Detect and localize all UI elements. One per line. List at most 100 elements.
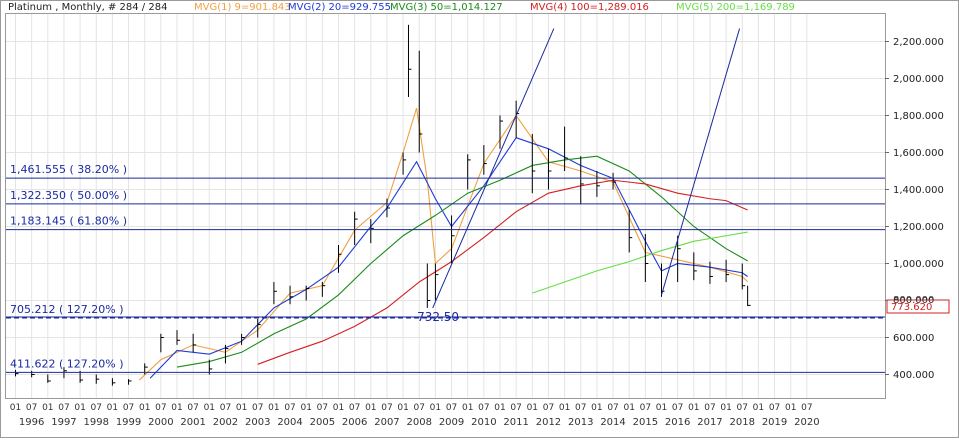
indicator-mvg3-label: MVG(3) 50=1,014.127 [390,2,503,13]
x-month-label: 01 [623,403,634,413]
moving-average-line-3 [176,155,748,368]
x-month-label: 01 [753,403,764,413]
x-year-label: 1996 [19,417,44,428]
level-label: 1,183.145 ( 61.80% ) [10,215,127,228]
y-tick-label: 1,600.000 [893,148,944,159]
x-year-label: 2005 [310,417,335,428]
x-month-label: 07 [414,403,425,413]
x-year-label: 2019 [762,417,787,428]
x-year-label: 2020 [794,417,819,428]
x-month-label: 07 [123,403,134,413]
x-year-label: 1997 [51,417,76,428]
x-month-label: 07 [58,403,69,413]
x-year-label: 2008 [407,417,432,428]
x-month-label: 07 [381,403,392,413]
current-price-label: 773.620 [891,302,932,313]
x-year-label: 2010 [471,417,496,428]
x-year-label: 2009 [439,417,464,428]
y-tick-label: 400.000 [893,370,934,381]
x-month-label: 07 [737,403,748,413]
x-year-label: 1998 [84,417,109,428]
x-month-label: 07 [607,403,618,413]
x-year-label: 1999 [116,417,141,428]
indicator-mvg2-label: MVG(2) 20=929.755 [288,2,391,13]
moving-average-line-1 [138,107,749,381]
x-month-label: 01 [74,403,85,413]
x-month-label: 01 [204,403,215,413]
x-month-label: 01 [527,403,538,413]
x-year-label: 2012 [536,417,561,428]
x-month-label: 01 [333,403,344,413]
x-year-label: 2002 [213,417,238,428]
x-year-label: 2007 [374,417,399,428]
x-month-label: 01 [268,403,279,413]
x-month-label: 07 [317,403,328,413]
x-year-label: 2015 [633,417,658,428]
x-month-label: 01 [688,403,699,413]
x-month-label: 07 [640,403,651,413]
x-month-label: 01 [10,403,21,413]
x-month-label: 07 [446,403,457,413]
x-year-label: 2004 [277,417,302,428]
right-edge-readout: 800.000 [893,295,934,306]
trend-line [432,28,555,309]
grid [6,14,885,398]
current-price-box [886,299,950,314]
x-month-label: 07 [478,403,489,413]
plot-area[interactable] [5,13,886,399]
trend-lines: 732.50 [417,28,741,324]
price-bars [15,24,751,386]
x-month-label: 01 [139,403,150,413]
level-label: 705.212 ( 127.20% ) [10,303,124,316]
instrument-title: Platinum , Monthly, # 284 / 284 [8,2,167,13]
x-month-label: 07 [543,403,554,413]
x-month-label: 07 [252,403,263,413]
x-year-label: 2014 [600,417,625,428]
x-year-label: 2018 [730,417,755,428]
x-month-label: 01 [591,403,602,413]
x-year-label: 2003 [245,417,270,428]
x-year-label: 2011 [503,417,528,428]
level-label: 1,322.350 ( 50.00% ) [10,189,127,202]
x-month-label: 01 [300,403,311,413]
x-month-label: 07 [349,403,360,413]
x-month-label: 07 [510,403,521,413]
x-month-label: 01 [171,403,182,413]
indicator-mvg1-label: MVG(1) 9=901.843 [194,2,291,13]
indicator-mvg5-label: MVG(5) 200=1,169.789 [676,2,795,13]
trend-line [661,28,741,296]
level-label: 1,461.555 ( 38.20% ) [10,163,127,176]
indicator-mvg4-label: MVG(4) 100=1,289.016 [530,2,649,13]
x-month-label: 01 [42,403,53,413]
x-year-label: 2001 [180,417,205,428]
price-annotation: 732.50 [417,310,459,324]
x-month-label: 07 [801,403,812,413]
moving-average-line-4 [257,179,748,365]
x-month-label: 01 [397,403,408,413]
x-month-label: 01 [430,403,441,413]
x-year-label: 2006 [342,417,367,428]
x-month-label: 07 [91,403,102,413]
x-month-label: 01 [785,403,796,413]
x-month-label: 01 [656,403,667,413]
x-month-label: 07 [284,403,295,413]
x-year-label: 2000 [148,417,173,428]
level-label: 411.622 ( 127.20% ) [10,357,124,370]
y-tick-label: 2,200.000 [893,37,944,48]
axes: 01 07 01 07 01 07 01 07 01 07 01 07 01 07 01 07 01 07 01 07… [10,37,944,428]
x-month-label: 07 [575,403,586,413]
x-month-label: 07 [220,403,231,413]
x-year-label: 2017 [697,417,722,428]
x-month-label: 01 [559,403,570,413]
x-year-label: 2013 [568,417,593,428]
x-month-label: 07 [672,403,683,413]
x-month-label: 01 [236,403,247,413]
x-month-label: 01 [462,403,473,413]
x-month-label: 01 [365,403,376,413]
y-tick-label: 1,400.000 [893,185,944,196]
x-year-label: 2016 [665,417,690,428]
x-month-label: 07 [187,403,198,413]
x-month-label: 01 [720,403,731,413]
